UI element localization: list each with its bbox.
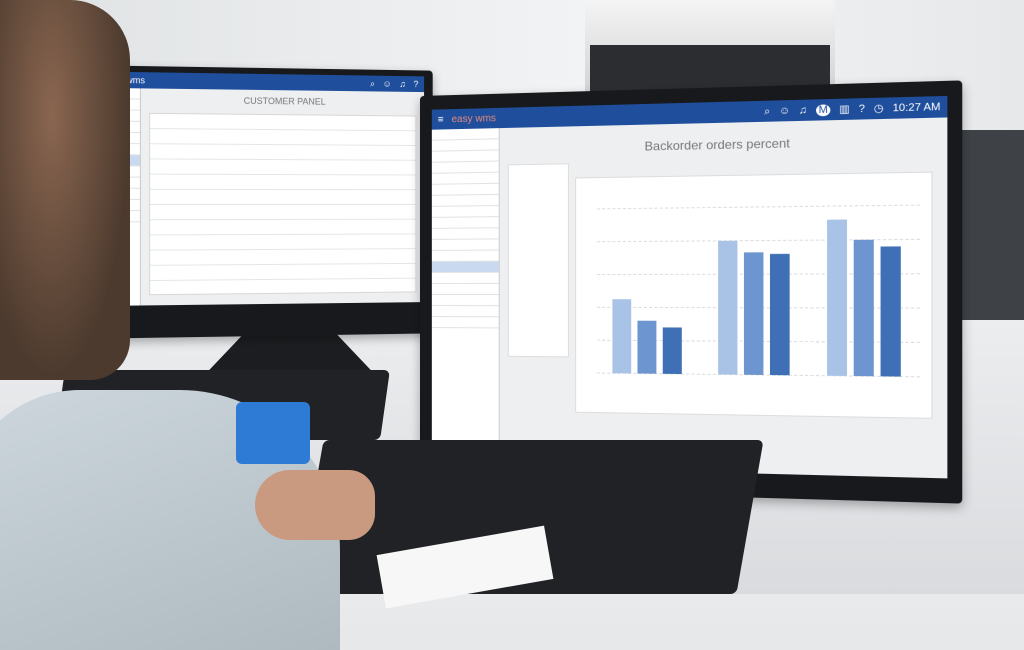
bar xyxy=(880,246,901,377)
left-screen: easy wms ⌕ ☺ ♫ ? CUSTOMER PANEL xyxy=(97,71,425,306)
stamp xyxy=(236,402,310,464)
left-header: easy wms ⌕ ☺ ♫ ? xyxy=(97,71,425,93)
filter-panel xyxy=(507,163,569,358)
help-icon[interactable]: ? xyxy=(413,79,419,90)
person-head xyxy=(0,0,130,380)
logo: easy wms xyxy=(451,112,496,125)
bar xyxy=(853,239,874,377)
search-icon[interactable]: ⌕ xyxy=(370,78,375,88)
bar xyxy=(662,327,682,375)
right-header: ≡ easy wms ⌕ ☺ ♫ M ▥ ? ◷ 10:27 AM xyxy=(431,95,948,130)
panel-title: CUSTOMER PANEL xyxy=(243,95,326,107)
bar xyxy=(827,219,848,376)
user-icon[interactable]: ☺ xyxy=(778,104,791,117)
bar xyxy=(769,253,790,376)
bar xyxy=(718,240,738,375)
panel-title: Backorder orders percent xyxy=(644,135,790,154)
search-icon[interactable]: ⌕ xyxy=(764,105,771,118)
user-icon[interactable]: ☺ xyxy=(382,78,392,89)
bar xyxy=(743,252,764,375)
chart-icon[interactable]: ▥ xyxy=(839,103,850,116)
clock-icon: ◷ xyxy=(873,102,884,115)
help-icon[interactable]: ? xyxy=(858,102,865,115)
bell-icon[interactable]: ♫ xyxy=(399,78,406,89)
customer-table xyxy=(149,112,417,296)
clock-time: 10:27 AM xyxy=(892,100,941,114)
bar xyxy=(637,320,657,374)
bell-icon[interactable]: ♫ xyxy=(798,104,808,117)
left-monitor: easy wms ⌕ ☺ ♫ ? CUSTOMER PANEL xyxy=(89,65,433,339)
chart-area xyxy=(575,171,934,420)
person-hand xyxy=(255,470,375,540)
bar xyxy=(612,299,632,374)
gridline xyxy=(597,205,922,209)
right-screen: ≡ easy wms ⌕ ☺ ♫ M ▥ ? ◷ 10:27 AM Backor… xyxy=(431,95,948,479)
right-sidebar xyxy=(431,128,500,468)
bar-chart xyxy=(576,173,934,420)
menu-icon[interactable]: ≡ xyxy=(437,113,444,126)
brand-icon: M xyxy=(815,103,831,116)
